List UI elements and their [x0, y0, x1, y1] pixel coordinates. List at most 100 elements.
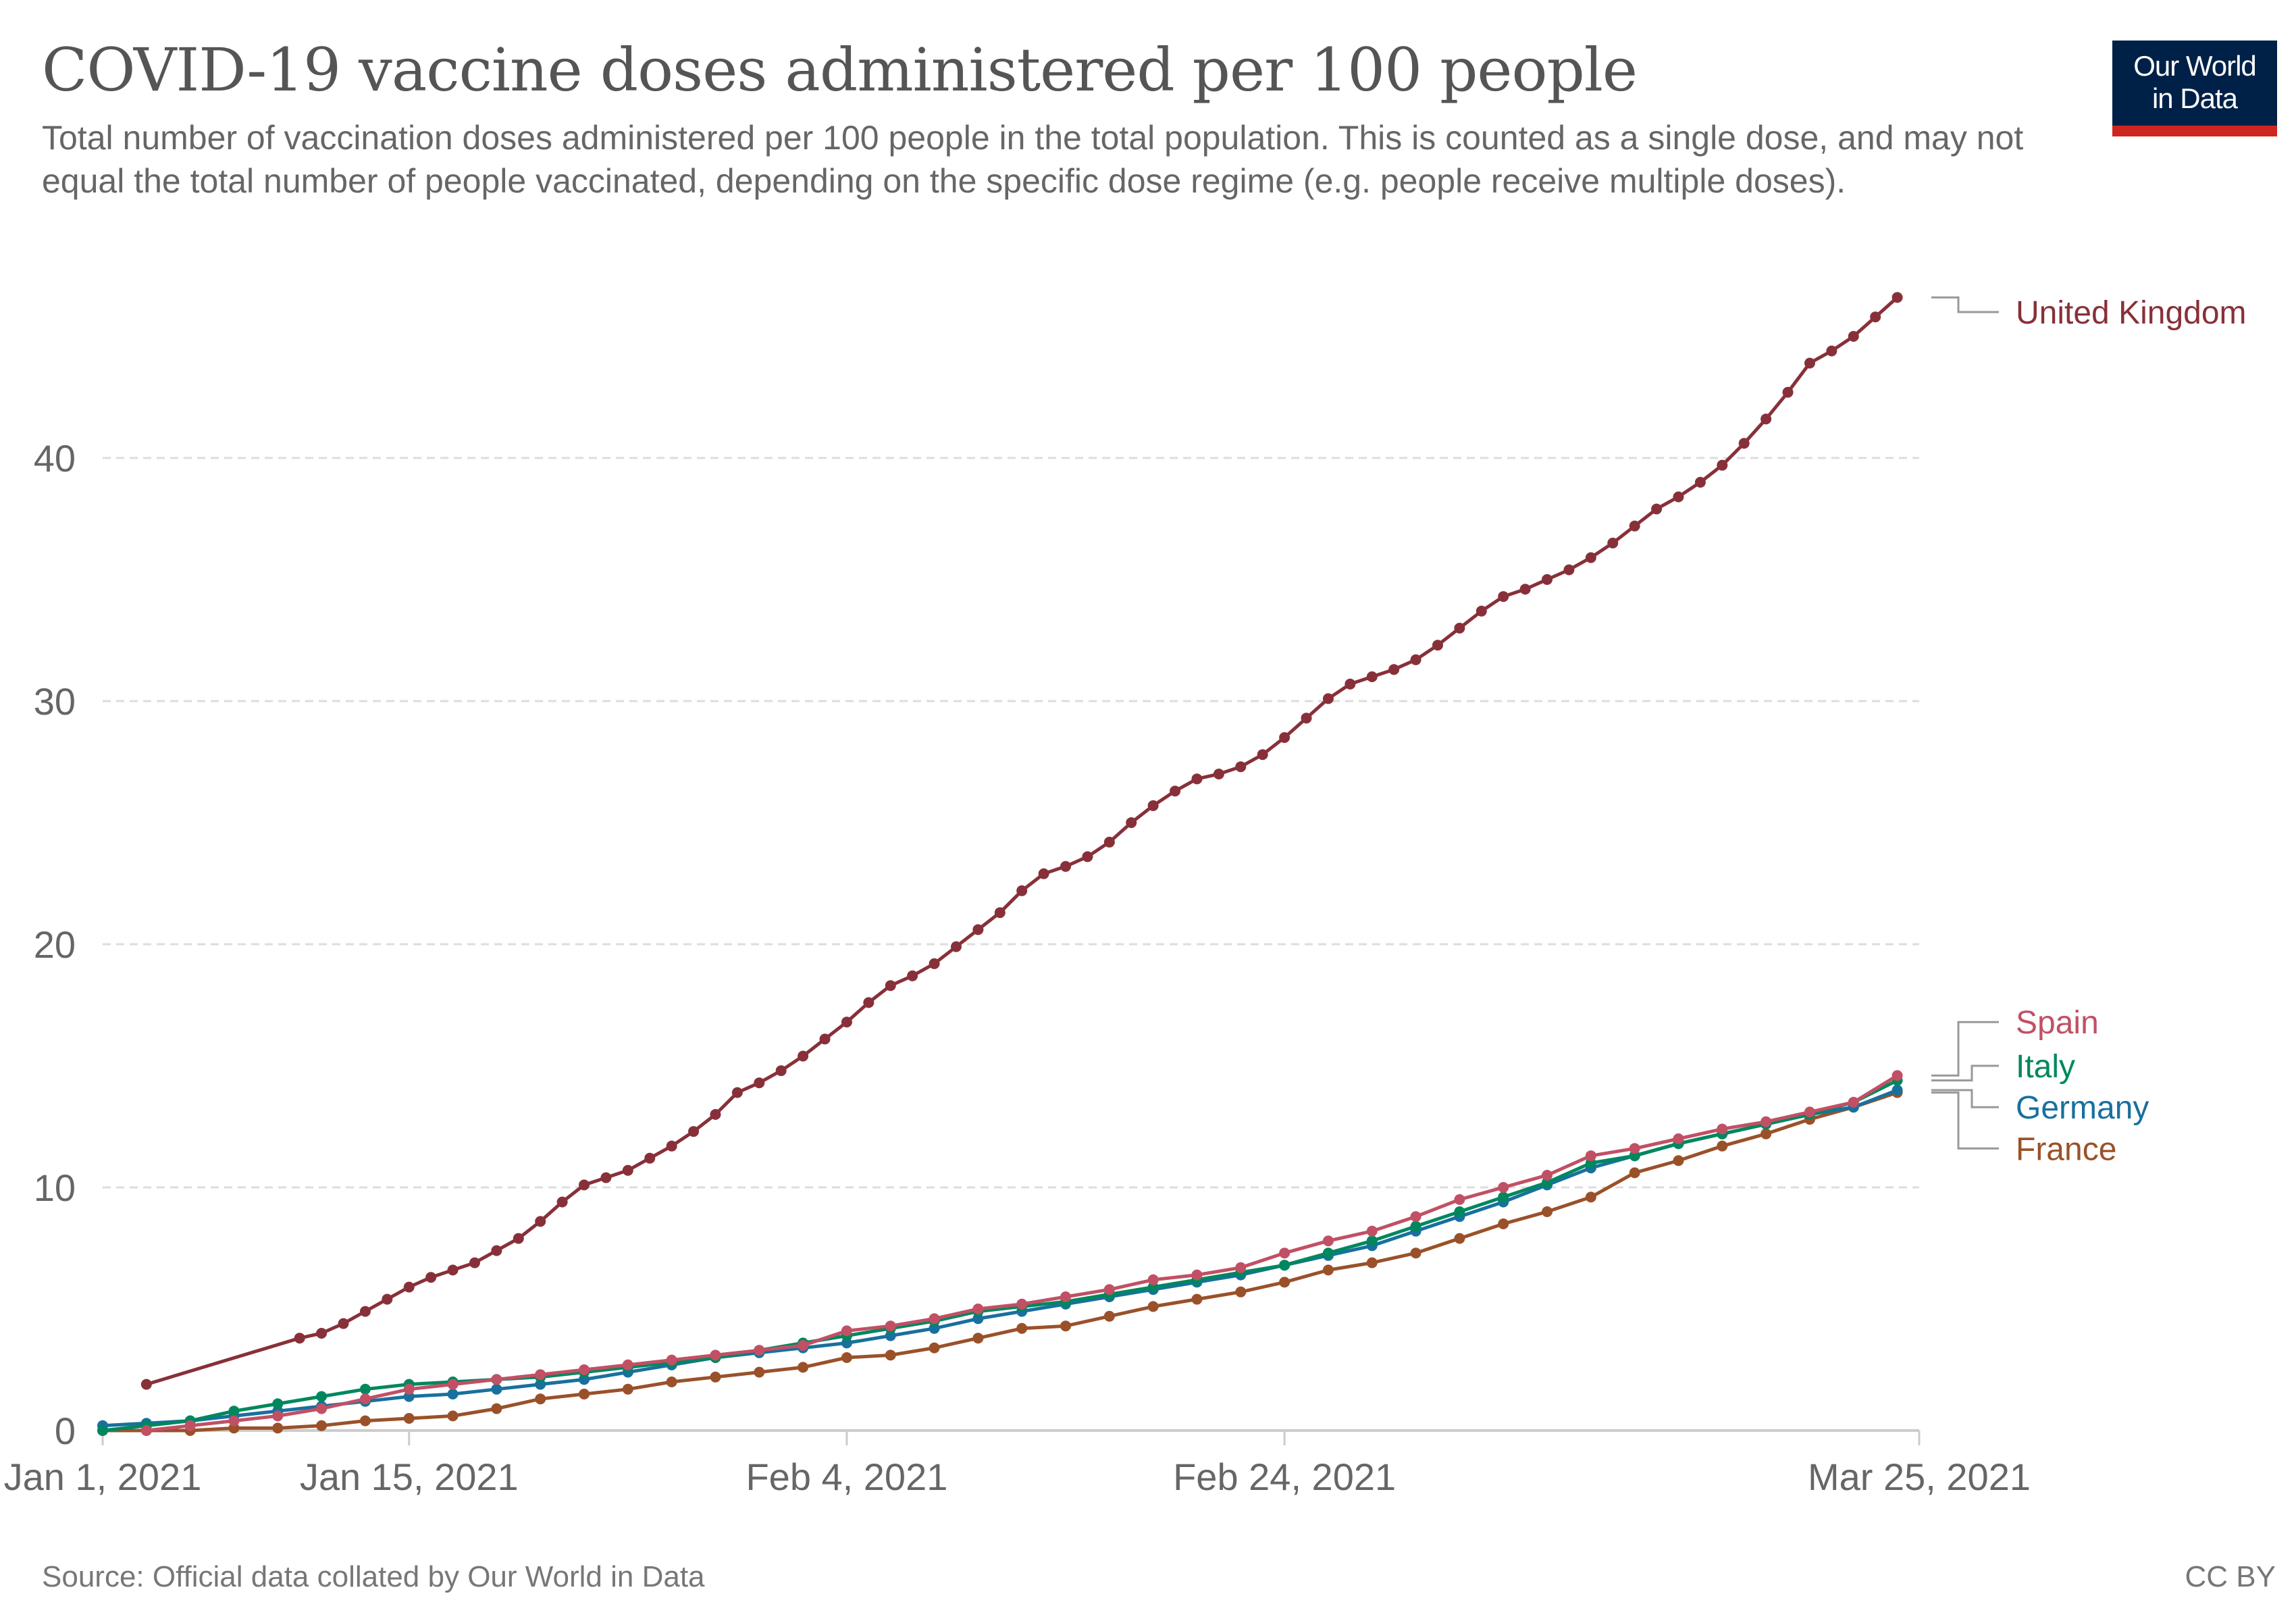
data-point[interactable]	[1585, 1150, 1596, 1162]
data-point[interactable]	[1454, 1206, 1465, 1217]
owid-logo[interactable]: Our World in Data	[2112, 41, 2277, 136]
data-point[interactable]	[1717, 1140, 1728, 1152]
data-point[interactable]	[272, 1398, 284, 1410]
data-point[interactable]	[666, 1140, 677, 1152]
data-point[interactable]	[1891, 1070, 1903, 1081]
data-point[interactable]	[1060, 1320, 1072, 1332]
data-point[interactable]	[1804, 357, 1815, 369]
data-point[interactable]	[1476, 605, 1487, 617]
data-point[interactable]	[1322, 693, 1334, 704]
data-point[interactable]	[1629, 1167, 1640, 1179]
data-point[interactable]	[1235, 761, 1247, 773]
data-point[interactable]	[1410, 654, 1421, 665]
data-point[interactable]	[1738, 438, 1750, 449]
data-point[interactable]	[1651, 503, 1663, 515]
data-point[interactable]	[1454, 1194, 1465, 1205]
data-point[interactable]	[382, 1293, 393, 1305]
data-point[interactable]	[359, 1383, 371, 1395]
data-point[interactable]	[622, 1164, 633, 1176]
data-point[interactable]	[1147, 1274, 1159, 1285]
data-point[interactable]	[1410, 1247, 1421, 1259]
series-label-text[interactable]: Italy	[2016, 1049, 2075, 1085]
data-point[interactable]	[1629, 520, 1640, 532]
data-point[interactable]	[688, 1126, 700, 1137]
data-point[interactable]	[1542, 574, 1553, 585]
data-point[interactable]	[1279, 1247, 1290, 1259]
data-point[interactable]	[1038, 868, 1049, 879]
data-point[interactable]	[1016, 1322, 1028, 1334]
data-point[interactable]	[1673, 491, 1684, 503]
data-point[interactable]	[710, 1109, 721, 1120]
data-point[interactable]	[1760, 1128, 1772, 1139]
series-italy[interactable]	[97, 1075, 1903, 1436]
data-point[interactable]	[1870, 311, 1881, 323]
data-point[interactable]	[1257, 749, 1268, 761]
data-point[interactable]	[491, 1245, 502, 1256]
data-point[interactable]	[1322, 1264, 1334, 1276]
series-germany[interactable]	[97, 1085, 1903, 1431]
data-point[interactable]	[1498, 1191, 1509, 1203]
data-point[interactable]	[1542, 1170, 1553, 1181]
data-point[interactable]	[1016, 1298, 1028, 1310]
data-point[interactable]	[885, 980, 896, 992]
data-point[interactable]	[666, 1354, 677, 1366]
data-point[interactable]	[1322, 1235, 1334, 1247]
data-point[interactable]	[140, 1379, 152, 1390]
data-point[interactable]	[1126, 817, 1137, 828]
data-point[interactable]	[491, 1374, 502, 1385]
data-point[interactable]	[513, 1233, 524, 1244]
data-point[interactable]	[1673, 1133, 1684, 1144]
data-point[interactable]	[1235, 1286, 1247, 1297]
data-point[interactable]	[316, 1403, 328, 1414]
data-point[interactable]	[1585, 552, 1596, 563]
data-point[interactable]	[1454, 623, 1465, 634]
data-point[interactable]	[622, 1359, 633, 1370]
data-point[interactable]	[1410, 1220, 1421, 1232]
data-point[interactable]	[535, 1369, 546, 1381]
data-point[interactable]	[1694, 477, 1706, 488]
series-line[interactable]	[102, 1088, 1898, 1428]
data-point[interactable]	[863, 997, 875, 1008]
data-point[interactable]	[469, 1257, 480, 1268]
data-point[interactable]	[1760, 413, 1772, 425]
data-point[interactable]	[338, 1318, 349, 1329]
data-point[interactable]	[184, 1420, 196, 1431]
data-point[interactable]	[403, 1413, 415, 1424]
data-point[interactable]	[600, 1172, 612, 1183]
series-label-text[interactable]: France	[2016, 1131, 2116, 1167]
data-point[interactable]	[1848, 331, 1859, 342]
data-point[interactable]	[1498, 591, 1509, 602]
data-point[interactable]	[1717, 459, 1728, 471]
data-point[interactable]	[228, 1406, 240, 1417]
data-point[interactable]	[1147, 800, 1159, 811]
data-point[interactable]	[1060, 860, 1072, 872]
label-united-kingdom[interactable]: United Kingdom	[1931, 295, 2247, 331]
data-point[interactable]	[1760, 1116, 1772, 1127]
data-point[interactable]	[885, 1320, 896, 1332]
data-point[interactable]	[907, 970, 918, 981]
data-point[interactable]	[1410, 1211, 1421, 1223]
data-point[interactable]	[1103, 836, 1115, 848]
data-point[interactable]	[1607, 538, 1619, 548]
data-point[interactable]	[754, 1345, 765, 1356]
data-point[interactable]	[1826, 345, 1837, 357]
label-italy[interactable]: Italy	[1931, 1049, 2075, 1085]
data-point[interactable]	[1498, 1218, 1509, 1229]
data-point[interactable]	[1629, 1143, 1640, 1154]
data-point[interactable]	[228, 1415, 240, 1426]
data-point[interactable]	[556, 1196, 568, 1208]
data-point[interactable]	[929, 1342, 940, 1354]
data-point[interactable]	[1891, 1085, 1903, 1096]
series-label-text[interactable]: Germany	[2016, 1090, 2149, 1126]
data-point[interactable]	[1279, 1277, 1290, 1288]
data-point[interactable]	[1454, 1233, 1465, 1244]
data-point[interactable]	[1366, 1225, 1378, 1237]
data-point[interactable]	[1542, 1206, 1553, 1217]
label-germany[interactable]: Germany	[1931, 1089, 2149, 1126]
data-point[interactable]	[1170, 786, 1181, 797]
data-point[interactable]	[819, 1033, 831, 1045]
data-point[interactable]	[885, 1349, 896, 1361]
data-point[interactable]	[97, 1425, 108, 1436]
data-point[interactable]	[316, 1328, 328, 1339]
data-point[interactable]	[1804, 1106, 1815, 1118]
